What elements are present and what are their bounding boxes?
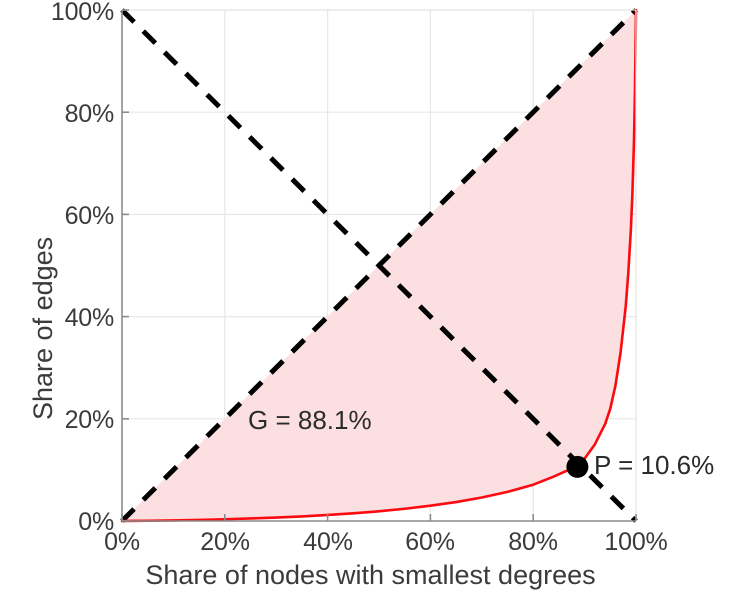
y-tick-label: 0%: [78, 508, 114, 536]
palma-annotation: P = 10.6%: [594, 450, 715, 480]
anti-diagonal-line: [120, 8, 638, 523]
x-tick-label: 20%: [200, 528, 250, 556]
y-axis-label: Share of edges: [28, 236, 58, 420]
lorenz-curve: [120, 8, 638, 523]
axis-lines: [121, 9, 637, 522]
gini-annotation: G = 88.1%: [248, 405, 372, 435]
tick-marks: [121, 9, 637, 522]
y-tick-label: 60%: [64, 202, 115, 230]
y-tick-label: 40%: [64, 304, 115, 332]
x-axis-label: Share of nodes with smallest degrees: [145, 560, 596, 590]
x-tick-label: 100%: [604, 528, 668, 556]
y-tick-label: 20%: [64, 406, 115, 434]
x-tick-label: 0%: [104, 528, 140, 556]
x-tick-label: 60%: [405, 528, 455, 556]
palma-point-marker: [566, 455, 589, 478]
y-tick-label: 80%: [64, 100, 115, 128]
x-tick-label: 80%: [508, 528, 558, 556]
y-tick-label: 100%: [50, 0, 114, 26]
x-tick-label: 40%: [303, 528, 353, 556]
